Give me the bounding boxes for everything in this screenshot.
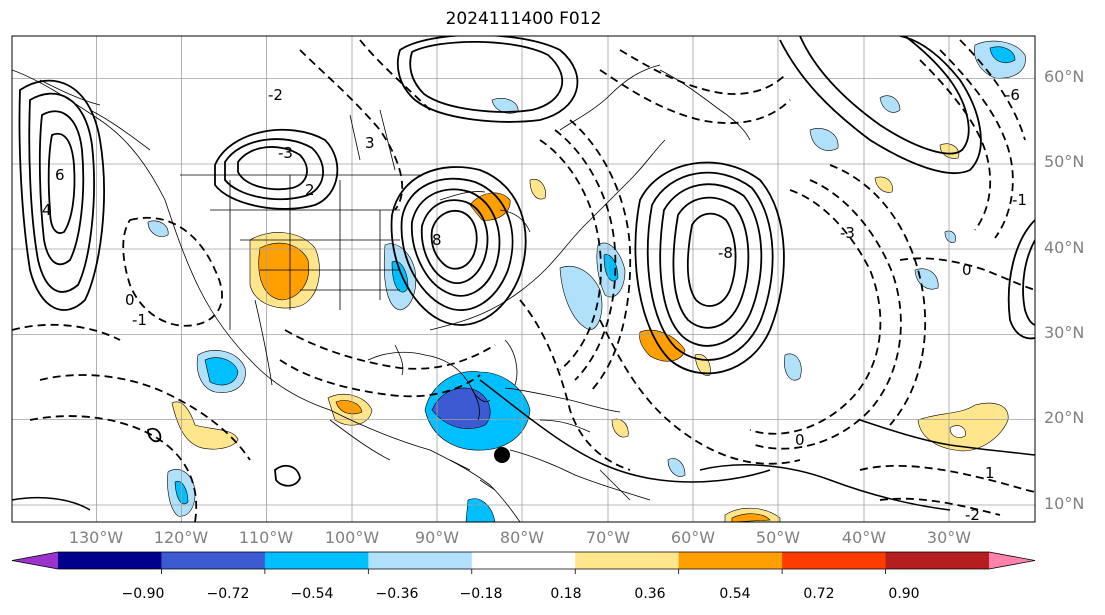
- lat-label-60n: 60°N: [1044, 67, 1085, 86]
- lon-label-60w: 60°W: [670, 528, 716, 547]
- colorbar-swatch: [575, 552, 680, 569]
- colorbar-tick-label: −0.18: [459, 586, 503, 602]
- colorbar-swatch: [368, 552, 473, 569]
- contour-label: 4: [42, 201, 52, 219]
- colorbar-tick-label: 0.18: [550, 586, 582, 602]
- contour-label: 0: [795, 431, 805, 449]
- colorbar-swatch: [264, 552, 369, 569]
- lon-label-90w: 90°W: [414, 528, 460, 547]
- contour-label: -3: [840, 224, 855, 242]
- colorbar-extend-min: [12, 552, 58, 569]
- lon-label-80w: 80°W: [499, 528, 545, 547]
- colorbar-tick-label: −0.72: [206, 586, 250, 602]
- contour-label: -2: [268, 86, 283, 104]
- contour-label: -1: [132, 311, 147, 329]
- colorbar: [11, 551, 1036, 574]
- lon-label-30w: 30°W: [926, 528, 972, 547]
- lon-label-100w: 100°W: [324, 528, 380, 547]
- lon-label-70w: 70°W: [585, 528, 631, 547]
- colorbar-swatch: [885, 552, 990, 569]
- contour-label: -3: [278, 144, 293, 162]
- colorbar-tick-label: 0.90: [888, 586, 920, 602]
- colorbar-swatch: [471, 552, 576, 569]
- contour-label: -6: [1005, 86, 1020, 104]
- colorbar-swatch: [58, 552, 162, 569]
- lon-label-130w: 130°W: [68, 528, 124, 547]
- shaded-regions: [147, 40, 1026, 522]
- colorbar-tick-label: −0.54: [290, 586, 334, 602]
- colorbar-tick-label: 0.72: [803, 586, 835, 602]
- contour-label: 3: [365, 134, 375, 152]
- contour-label: -8: [718, 244, 733, 262]
- contour-label: 0: [125, 291, 135, 309]
- colorbar-tick-label: −0.36: [375, 586, 419, 602]
- colorbar-tick-label: −0.90: [121, 586, 165, 602]
- contour-labels: 6 4 0 -1 -2 -3 3 8 -8 0 1 -2 -3 -6 2 -1 …: [42, 86, 1027, 524]
- lat-label-10n: 10°N: [1044, 494, 1085, 513]
- map-title: 2024111400 F012: [445, 9, 602, 29]
- contour-lines: [12, 36, 1035, 522]
- lon-label-120w: 120°W: [153, 528, 209, 547]
- contour-label: -1: [1012, 191, 1027, 209]
- lat-label-50n: 50°N: [1044, 152, 1085, 171]
- contour-label: 6: [55, 166, 65, 184]
- colorbar-swatch: [678, 552, 783, 569]
- contour-label: 0: [962, 261, 972, 279]
- contour-label: 8: [432, 231, 442, 249]
- colorbar-swatch: [782, 552, 887, 569]
- colorbar-extend-max: [989, 552, 1035, 569]
- colorbar-tick-label: 0.54: [719, 586, 751, 602]
- location-marker: [494, 447, 510, 463]
- colorbar-outline: [11, 551, 1036, 570]
- lat-label-40n: 40°N: [1044, 238, 1085, 257]
- contour-label: 2: [305, 181, 315, 199]
- contour-label: -2: [965, 506, 980, 524]
- map-frame: [11, 35, 1036, 523]
- lon-label-50w: 50°W: [755, 528, 801, 547]
- colorbar-swatch: [161, 552, 266, 569]
- colorbar-tick-label: 0.36: [634, 586, 666, 602]
- lat-label-20n: 20°N: [1044, 408, 1085, 427]
- gridlines: [12, 36, 1035, 522]
- lon-label-40w: 40°W: [841, 528, 887, 547]
- lat-label-30n: 30°N: [1044, 323, 1085, 342]
- contour-label: 1: [985, 464, 995, 482]
- lon-label-110w: 110°W: [238, 528, 294, 547]
